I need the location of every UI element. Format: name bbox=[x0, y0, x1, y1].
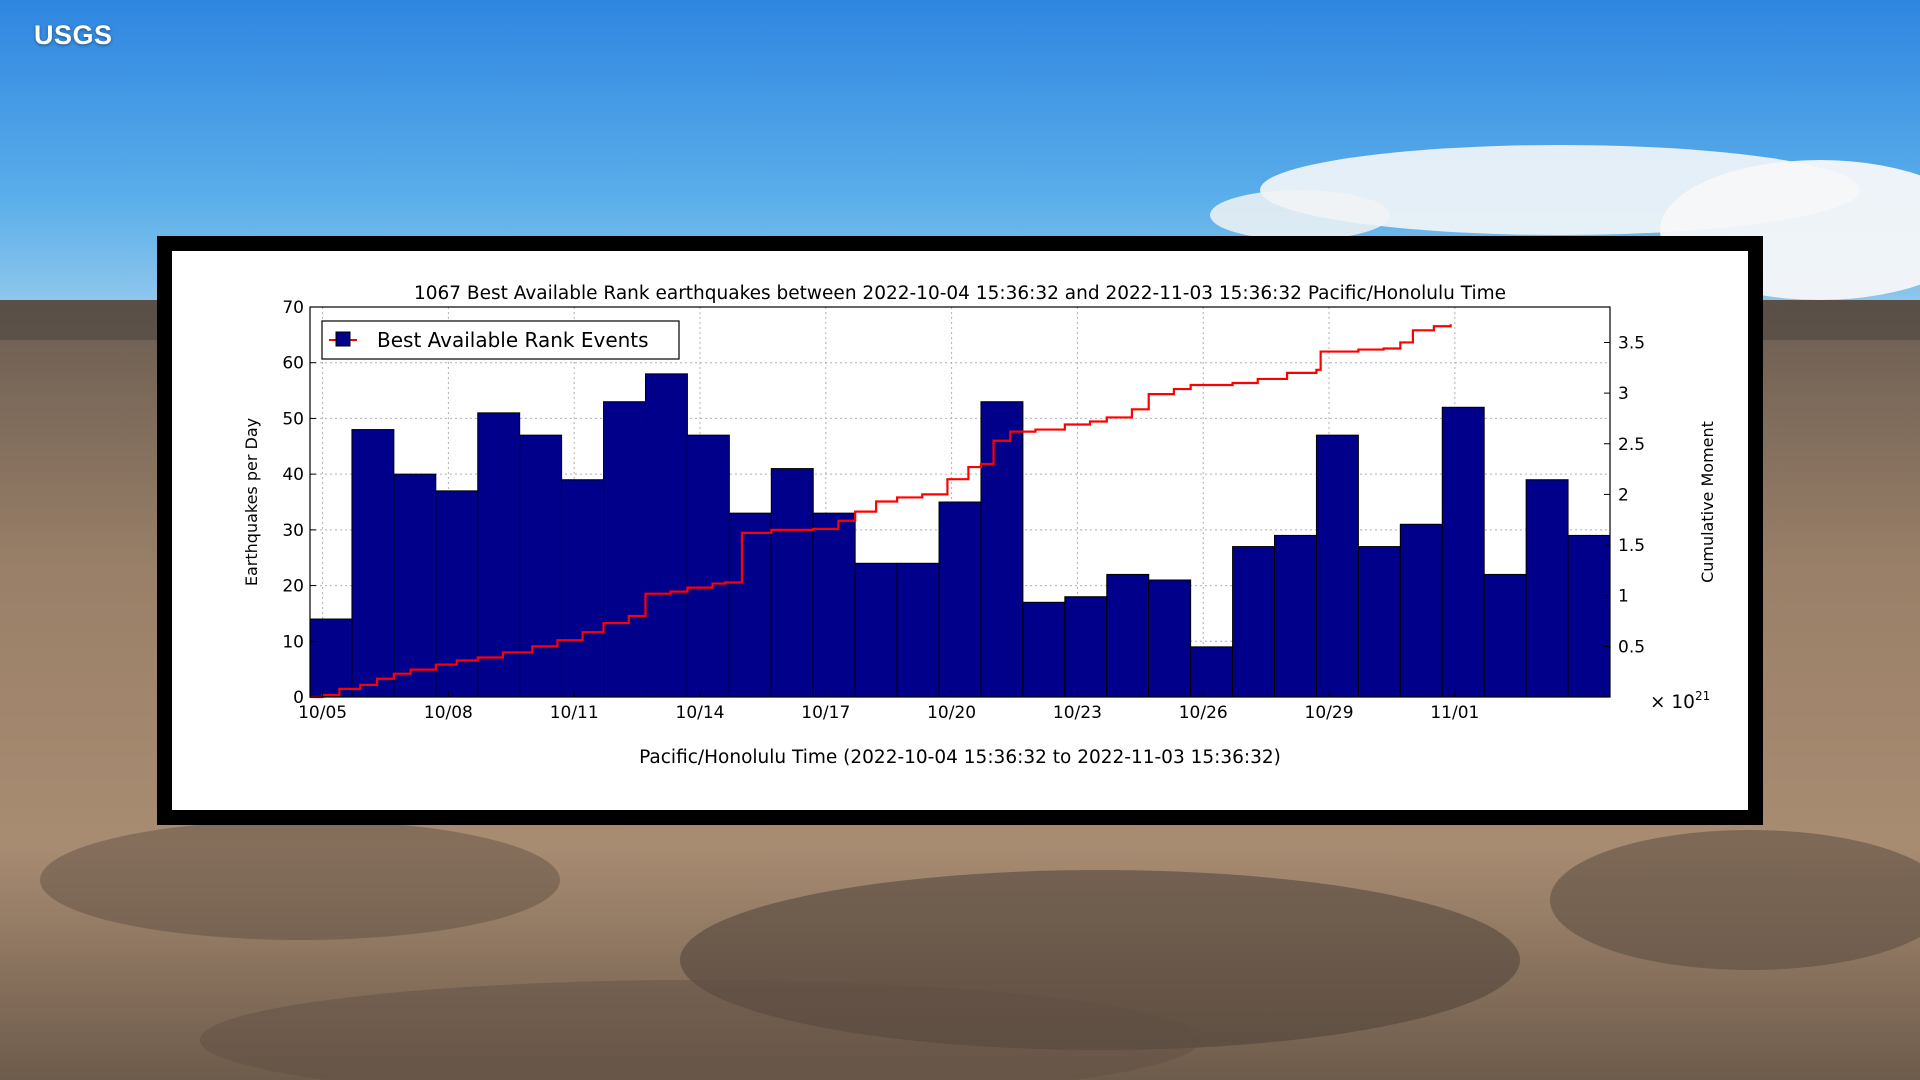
bar bbox=[561, 479, 605, 698]
bar bbox=[1148, 579, 1192, 698]
y-tick-label: 50 bbox=[282, 409, 304, 429]
x-tick-label: 10/26 bbox=[1179, 703, 1228, 723]
bar bbox=[1315, 434, 1359, 698]
bar bbox=[309, 618, 353, 698]
bar bbox=[1232, 546, 1276, 698]
y2-tick-label: 3.5 bbox=[1618, 333, 1645, 353]
y-tick-label: 40 bbox=[282, 465, 304, 485]
bar bbox=[435, 490, 479, 698]
x-tick-label: 10/23 bbox=[1053, 703, 1102, 723]
legend: Best Available Rank Events bbox=[321, 320, 680, 360]
x-tick-label: 11/01 bbox=[1430, 703, 1479, 723]
chart-panel: 1067 Best Available Rank earthquakes bet… bbox=[172, 251, 1748, 810]
legend-bar-swatch bbox=[335, 331, 351, 347]
bar bbox=[351, 429, 395, 698]
x-tick-label: 10/17 bbox=[801, 703, 850, 723]
x-tick-label: 10/08 bbox=[424, 703, 473, 723]
bar bbox=[393, 473, 437, 698]
bar bbox=[728, 512, 772, 698]
bar bbox=[1274, 534, 1317, 698]
y-tick-label: 60 bbox=[282, 354, 304, 374]
x-axis-label: Pacific/Honolulu Time (2022-10-04 15:36:… bbox=[639, 747, 1281, 768]
x-tick-label: 10/29 bbox=[1305, 703, 1354, 723]
earthquake-chart: 1067 Best Available Rank earthquakes bet… bbox=[242, 283, 1717, 768]
bar bbox=[1190, 646, 1234, 698]
y2-tick-label: 0.5 bbox=[1618, 637, 1645, 657]
legend-box bbox=[321, 320, 680, 360]
bar bbox=[980, 401, 1024, 698]
legend-label: Best Available Rank Events bbox=[377, 328, 649, 352]
cumulative-moment-line bbox=[310, 324, 1452, 699]
y-tick-label: 30 bbox=[282, 521, 304, 541]
bar bbox=[1106, 573, 1150, 698]
y2-tick-label: 2.5 bbox=[1618, 435, 1645, 455]
bar bbox=[812, 512, 856, 698]
x-tick-label: 10/11 bbox=[550, 703, 599, 723]
x-tick-label: 10/14 bbox=[676, 703, 725, 723]
chart-title: 1067 Best Available Rank earthquakes bet… bbox=[414, 283, 1506, 304]
bar bbox=[519, 434, 563, 698]
bar bbox=[1064, 596, 1108, 698]
bar bbox=[686, 434, 730, 698]
bar bbox=[1399, 523, 1443, 698]
y-axis-label: Earthquakes per Day bbox=[242, 418, 261, 586]
y-tick-label: 0 bbox=[293, 688, 304, 708]
y2-multiplier: × 1021 bbox=[1650, 689, 1710, 713]
y-tick-label: 10 bbox=[282, 632, 304, 652]
chart-frame: 1067 Best Available Rank earthquakes bet… bbox=[157, 236, 1763, 825]
x-tick-label: 10/20 bbox=[927, 703, 976, 723]
y2-tick-label: 2 bbox=[1618, 485, 1629, 505]
bar bbox=[896, 562, 940, 698]
y2-tick-label: 1 bbox=[1618, 587, 1629, 607]
bar bbox=[603, 401, 646, 698]
bar bbox=[644, 373, 688, 698]
bar bbox=[1567, 534, 1611, 698]
bar bbox=[770, 468, 814, 698]
bar bbox=[1022, 601, 1066, 698]
bar bbox=[477, 412, 521, 698]
y-tick-label: 20 bbox=[282, 577, 304, 597]
bar bbox=[1525, 479, 1569, 698]
bar bbox=[938, 501, 982, 698]
plot-area-border bbox=[309, 306, 1611, 698]
x-tick-label: 10/05 bbox=[298, 703, 347, 723]
bar bbox=[1483, 573, 1527, 698]
bar bbox=[1441, 406, 1485, 698]
y2-tick-label: 3 bbox=[1618, 384, 1629, 404]
y2-tick-label: 1.5 bbox=[1618, 536, 1645, 556]
bar bbox=[1357, 546, 1401, 698]
bar bbox=[854, 562, 898, 698]
y2-axis-label: Cumulative Moment bbox=[1698, 421, 1717, 583]
y-tick-label: 70 bbox=[282, 298, 304, 318]
usgs-logo: USGS bbox=[34, 20, 113, 50]
